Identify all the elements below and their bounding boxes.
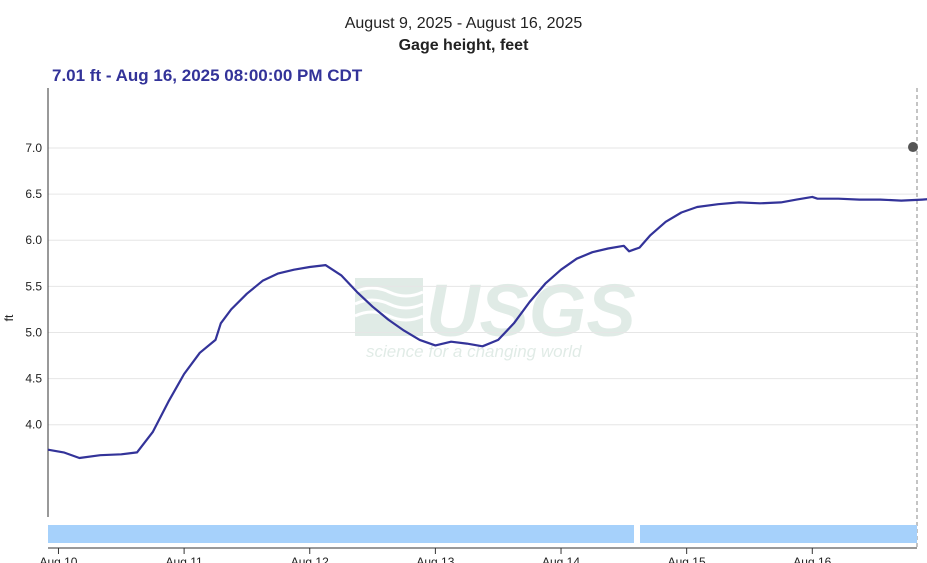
watermark-tagline: science for a changing world: [366, 342, 582, 361]
y-tick-label: 7.0: [25, 141, 42, 155]
y-tick-label: 5.0: [25, 325, 42, 339]
x-tick-label: Aug 10: [39, 555, 77, 563]
approval-bar-segment: [640, 525, 917, 543]
x-tick-label: Aug 15: [668, 555, 706, 563]
gage-height-line: [47, 195, 927, 460]
x-tick-label: Aug 16: [793, 555, 831, 563]
x-tick-label: Aug 13: [416, 555, 454, 563]
y-axis-label: ft: [2, 314, 16, 321]
approval-bar-segment: [48, 525, 634, 543]
y-tick-label: 5.5: [25, 279, 42, 293]
usgs-watermark: USGS science for a changing world: [354, 269, 636, 361]
y-axis-ticks: 4.0 4.5 5.0 5.5 6.0 6.5 7.0: [25, 141, 42, 432]
latest-value-marker[interactable]: [908, 142, 918, 153]
grid-lines: [48, 147, 917, 426]
y-tick-label: 6.5: [25, 187, 42, 201]
y-tick-label: 6.0: [25, 233, 42, 247]
x-tick-label: Aug 14: [542, 555, 580, 563]
chart-parameter-title: Gage height, feet: [398, 37, 529, 54]
approval-status-bar: [48, 525, 917, 549]
y-tick-label: 4.0: [25, 418, 42, 432]
chart-date-range: August 9, 2025 - August 16, 2025: [344, 15, 583, 32]
x-tick-label: Aug 12: [291, 555, 329, 563]
x-axis-ticks: Aug 10 Aug 11 Aug 12 Aug 13 Aug 14 Aug 15 Aug …: [39, 548, 832, 563]
x-tick-label: Aug 11: [166, 555, 203, 563]
latest-value-readout: 7.01 ft - Aug 16, 2025 08:00:00 PM CDT: [52, 66, 363, 85]
watermark-text: USGS: [426, 269, 636, 352]
y-tick-label: 4.5: [25, 372, 42, 386]
